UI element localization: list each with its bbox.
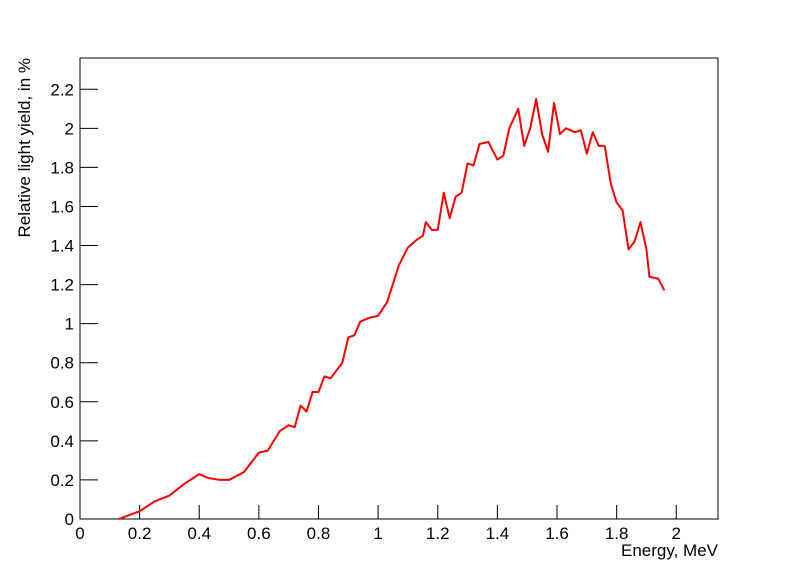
- x-tick-label: 1.4: [486, 524, 510, 543]
- x-tick-label: 0.8: [307, 524, 331, 543]
- y-axis-title: Relative light yield, in %: [15, 58, 34, 238]
- x-axis-title: Energy, MeV: [621, 541, 719, 560]
- y-tick-label: 0.8: [50, 354, 74, 373]
- y-tick-label: 2: [65, 119, 74, 138]
- y-tick-label: 1: [65, 315, 74, 334]
- x-tick-label: 0: [75, 524, 84, 543]
- x-tick-label: 0.2: [128, 524, 152, 543]
- y-tick-label: 1.2: [50, 276, 74, 295]
- y-tick-label: 0: [65, 510, 74, 529]
- y-tick-label: 0.6: [50, 393, 74, 412]
- y-tick-label: 1.6: [50, 197, 74, 216]
- y-tick-label: 1.4: [50, 237, 74, 256]
- y-tick-label: 0.4: [50, 432, 74, 451]
- y-tick-label: 0.2: [50, 471, 74, 490]
- x-tick-label: 0.4: [187, 524, 211, 543]
- x-tick-label: 1.6: [545, 524, 569, 543]
- x-tick-label: 1.8: [605, 524, 629, 543]
- x-tick-label: 1.2: [426, 524, 450, 543]
- plot-frame: [79, 57, 719, 520]
- y-tick-label: 2.2: [50, 80, 74, 99]
- y-tick-label: 1.8: [50, 158, 74, 177]
- data-line: [118, 98, 666, 520]
- x-tick-label: 1: [373, 524, 382, 543]
- x-tick-label: 2: [672, 524, 681, 543]
- x-tick-label: 0.6: [247, 524, 271, 543]
